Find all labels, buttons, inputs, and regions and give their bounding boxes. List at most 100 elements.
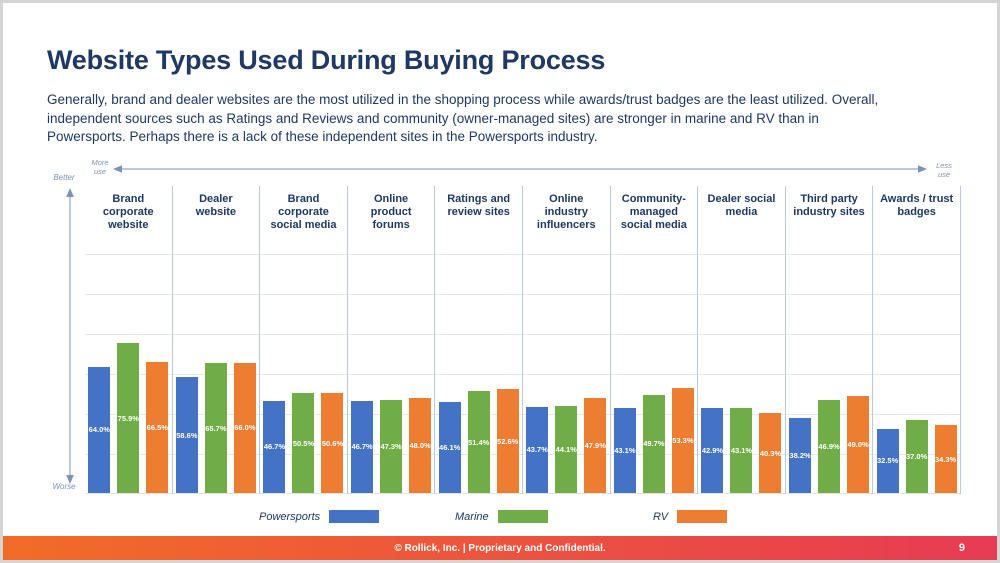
bar-rv: 50.6% (321, 393, 344, 493)
gridline (85, 294, 961, 295)
bar-value-label: 43.1% (730, 445, 753, 455)
bar-value-label: 47.3% (380, 441, 402, 451)
bar-powersports: 46.7% (263, 400, 286, 493)
bar-marine: 37.0% (905, 419, 928, 493)
bar-value-label: 46.7% (263, 442, 286, 452)
bar-value-label: 44.1% (555, 444, 577, 454)
bar-value-label: 43.7% (526, 445, 548, 455)
bar-value-label: 46.1% (439, 442, 461, 452)
category-header: Community- managed social media (620, 193, 687, 231)
bar-value-label: 40.3% (759, 448, 782, 458)
bar-value-label: 46.7% (351, 442, 373, 452)
chart-baseline (85, 493, 961, 494)
bar-marine: 75.9% (117, 343, 140, 493)
worse-label: Worse (52, 482, 76, 491)
gridline (85, 374, 961, 375)
bar-rv: 66.5% (146, 361, 169, 493)
category-header: Online industry influencers (536, 193, 596, 231)
bar-powersports: 38.2% (789, 417, 812, 493)
bar-rv: 49.0% (847, 396, 870, 493)
slide-subtitle: Generally, brand and dealer websites are… (47, 92, 879, 145)
more-use-label: More use (91, 158, 109, 177)
bar-cluster: 58.6% 65.7% 66.0% (173, 362, 260, 493)
footer-bar: © Rollick, Inc. | Proprietary and Confid… (3, 536, 997, 560)
bar-cluster: 42.9% 43.1% 40.3% (698, 407, 785, 493)
bar-value-label: 37.0% (906, 451, 928, 461)
legend-label: Marine (455, 510, 489, 523)
bar-value-label: 75.9% (117, 413, 139, 423)
page-number: 9 (958, 542, 965, 554)
bar-value-label: 32.5% (877, 456, 899, 466)
category-header: Third party industry sites (793, 193, 865, 218)
bar-value-label: 66.5% (146, 422, 168, 432)
bar-cluster: 46.1% 51.4% 52.6% (435, 389, 522, 493)
bar-powersports: 42.9% (701, 408, 724, 493)
bar-cluster: 46.7% 50.5% 50.6% (260, 393, 347, 493)
vertical-better-worse-arrow (66, 188, 74, 484)
bar-value-label: 34.3% (935, 454, 957, 464)
bar-value-label: 48.0% (409, 441, 431, 451)
bar-value-label: 65.7% (205, 423, 227, 433)
bar-value-label: 50.5% (292, 438, 315, 448)
bar-marine: 46.9% (818, 400, 841, 493)
grouped-bar-chart: Brand corporate website 64.0% 75.9% 66.5% De… (85, 186, 961, 494)
category-group: Awards / trust badges 32.5% 37.0% 34.3% (873, 186, 961, 494)
category-header: Dealer website (195, 193, 237, 218)
bar-cluster: 64.0% 75.9% 66.5% (85, 343, 172, 493)
legend-swatch (497, 510, 548, 523)
category-group: Ratings and review sites 46.1% 51.4% 52.6% (435, 186, 523, 494)
bar-rv: 40.3% (759, 413, 782, 493)
footer-text: © Rollick, Inc. | Proprietary and Confid… (394, 542, 606, 554)
bar-rv: 47.9% (584, 398, 607, 493)
bar-value-label: 64.0% (88, 425, 110, 435)
bar-value-label: 53.3% (672, 435, 694, 445)
bar-rv: 48.0% (409, 398, 432, 493)
category-group: Community- managed social media 43.1% 49.7… (611, 186, 699, 494)
bar-value-label: 52.6% (497, 436, 519, 446)
bar-value-label: 46.9% (818, 442, 840, 452)
page-title: Website Types Used During Buying Process (47, 45, 606, 75)
legend-swatch (329, 510, 380, 523)
bar-cluster: 46.7% 47.3% 48.0% (348, 398, 435, 493)
category-group: Brand corporate social media 46.7% 50.5% 50… (260, 186, 348, 494)
category-header: Online product forums (370, 193, 412, 231)
bar-value-label: 43.1% (614, 445, 636, 455)
bar-value-label: 38.2% (789, 450, 811, 460)
bar-value-label: 51.4% (468, 437, 490, 447)
category-header: Awards / trust badges (880, 193, 954, 218)
gridline (85, 254, 961, 255)
category-group: Dealer website 58.6% 65.7% 66.0% (173, 186, 261, 494)
gridline (85, 414, 961, 415)
bar-value-label: 58.6% (176, 430, 198, 440)
bar-marine: 44.1% (555, 405, 578, 493)
legend-item-powersports: Powersports (259, 510, 380, 523)
bar-powersports: 46.7% (351, 400, 374, 493)
bar-rv: 52.6% (496, 389, 519, 493)
category-group: Online product forums 46.7% 47.3% 48.0% (348, 186, 436, 494)
bar-marine: 43.1% (730, 407, 753, 493)
bar-rv: 53.3% (671, 387, 694, 493)
category-header: Ratings and review sites (447, 193, 511, 218)
bar-value-label: 50.6% (321, 438, 344, 448)
legend-swatch (677, 510, 728, 523)
category-group: Third party industry sites 38.2% 46.9% 49.0… (786, 186, 874, 494)
bar-cluster: 38.2% 46.9% 49.0% (786, 396, 873, 493)
less-use-label: Less use (936, 161, 952, 180)
legend-item-marine: Marine (455, 510, 548, 523)
legend-label: RV (653, 510, 669, 523)
bar-cluster: 32.5% 37.0% 34.3% (873, 419, 960, 493)
category-header: Dealer social media (707, 193, 776, 218)
category-group: Brand corporate website 64.0% 75.9% 66.5% (85, 186, 173, 494)
bar-cluster: 43.7% 44.1% 47.9% (523, 398, 610, 493)
bar-powersports: 46.1% (438, 401, 461, 493)
gridline (85, 454, 961, 455)
bar-marine: 47.3% (380, 399, 403, 493)
category-groups: Brand corporate website 64.0% 75.9% 66.5% De… (85, 186, 961, 494)
bar-value-label: 49.7% (643, 439, 665, 449)
bar-marine: 65.7% (204, 363, 227, 493)
bar-marine: 50.5% (292, 393, 315, 493)
legend-item-rv: RV (653, 510, 728, 523)
bar-powersports: 58.6% (175, 377, 198, 493)
bar-powersports: 32.5% (876, 428, 899, 493)
category-group: Dealer social media 42.9% 43.1% 40.3% (698, 186, 786, 494)
